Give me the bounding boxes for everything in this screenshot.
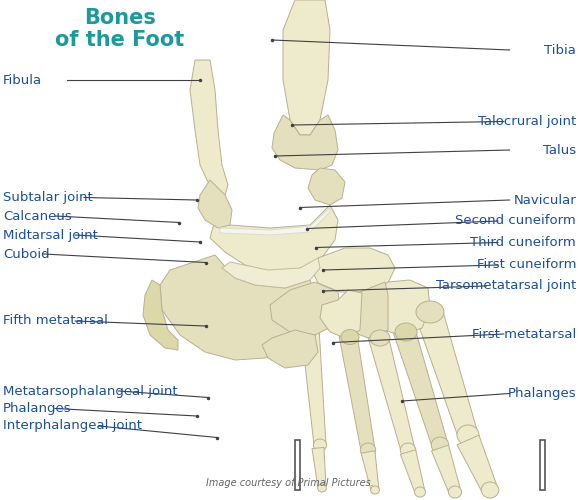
Polygon shape [220,208,330,235]
Text: Interphalangeal joint: Interphalangeal joint [3,420,142,432]
Text: First metatarsal: First metatarsal [472,328,576,340]
Text: Calcaneus: Calcaneus [3,210,72,222]
Polygon shape [339,334,375,451]
Polygon shape [198,180,232,228]
Polygon shape [301,327,326,446]
Polygon shape [308,168,345,205]
Text: Navicular: Navicular [514,194,576,206]
Ellipse shape [481,482,499,498]
Text: Tibia: Tibia [544,44,576,57]
Polygon shape [340,282,388,338]
Ellipse shape [313,439,327,451]
Polygon shape [272,115,338,170]
Polygon shape [222,258,320,288]
Polygon shape [457,435,497,493]
Text: Bones: Bones [84,8,156,28]
Text: Second cuneiform: Second cuneiform [455,214,576,228]
Ellipse shape [395,323,417,341]
Polygon shape [431,445,461,494]
Text: of the Foot: of the Foot [56,30,185,50]
Polygon shape [143,280,178,350]
Text: Tarsometatarsal joint: Tarsometatarsal joint [436,280,576,292]
Ellipse shape [448,486,461,498]
Text: Phalanges: Phalanges [3,402,72,415]
Polygon shape [270,282,340,335]
Ellipse shape [457,425,479,445]
Polygon shape [400,450,425,494]
Polygon shape [368,334,415,452]
Text: Talocrural joint: Talocrural joint [478,115,576,128]
Text: Image courtesy of Primal Pictures.: Image courtesy of Primal Pictures. [206,478,373,488]
Polygon shape [312,448,326,488]
Polygon shape [160,255,315,360]
Ellipse shape [318,484,327,492]
Ellipse shape [415,487,426,497]
Polygon shape [368,280,430,335]
Ellipse shape [431,437,449,453]
Ellipse shape [370,330,390,346]
Polygon shape [312,248,395,292]
Ellipse shape [416,301,444,323]
Ellipse shape [371,486,379,494]
Text: Midtarsal joint: Midtarsal joint [3,228,98,241]
Polygon shape [210,205,338,272]
Text: First cuneiform: First cuneiform [477,258,576,272]
Text: Cuboid: Cuboid [3,248,50,260]
Polygon shape [320,290,362,338]
Text: Third cuneiform: Third cuneiform [470,236,576,249]
Ellipse shape [400,443,416,457]
Text: Phalanges: Phalanges [507,387,576,400]
Polygon shape [394,326,448,448]
Polygon shape [190,60,228,195]
Ellipse shape [341,330,359,344]
Text: Subtalar joint: Subtalar joint [3,191,93,204]
Text: Metatarsophalangeal joint: Metatarsophalangeal joint [3,384,178,398]
Text: Fifth metatarsal: Fifth metatarsal [3,314,108,328]
Polygon shape [361,450,379,490]
Text: Talus: Talus [543,144,576,156]
Polygon shape [415,306,478,438]
Polygon shape [283,0,330,135]
Ellipse shape [360,443,376,457]
Polygon shape [262,330,318,368]
Text: Fibula: Fibula [3,74,42,86]
